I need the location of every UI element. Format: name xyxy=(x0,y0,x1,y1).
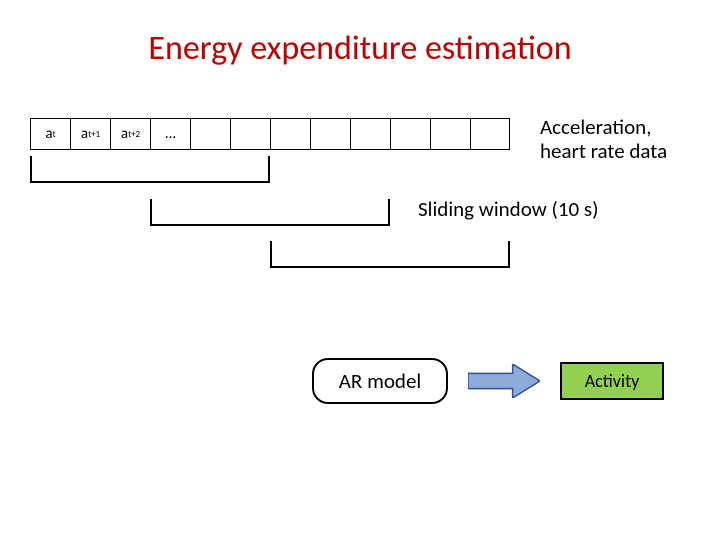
accel-label-line2: heart rate data xyxy=(540,138,667,164)
data-cell xyxy=(190,118,230,150)
data-cell xyxy=(310,118,350,150)
data-cell xyxy=(430,118,470,150)
data-cell: ... xyxy=(150,118,190,150)
diagram-stage: Energy expenditure estimation atat+1at+2… xyxy=(0,0,720,540)
data-cell xyxy=(230,118,270,150)
bracket-window-1 xyxy=(30,155,270,183)
data-cell xyxy=(470,118,510,150)
ar-model-text: AR model xyxy=(339,368,421,394)
sliding-window-label: Sliding window (10 s) xyxy=(418,196,598,222)
activity-box: Activity xyxy=(560,362,664,400)
activity-text: Activity xyxy=(585,370,640,392)
arrow-icon xyxy=(468,364,540,403)
ar-model-box: AR model xyxy=(312,358,448,404)
data-cell xyxy=(270,118,310,150)
page-title: Energy expenditure estimation xyxy=(0,28,720,69)
data-cell xyxy=(350,118,390,150)
bracket-window-2 xyxy=(150,198,390,226)
data-cell xyxy=(390,118,430,150)
data-cell: at+1 xyxy=(70,118,110,150)
title-text: Energy expenditure estimation xyxy=(148,28,571,69)
data-cell: at+2 xyxy=(110,118,150,150)
accel-label-line1: Acceleration, xyxy=(540,114,651,140)
bracket-window-3 xyxy=(270,240,510,268)
data-cell: at xyxy=(30,118,70,150)
data-cell-row: atat+1at+2... xyxy=(30,118,510,150)
